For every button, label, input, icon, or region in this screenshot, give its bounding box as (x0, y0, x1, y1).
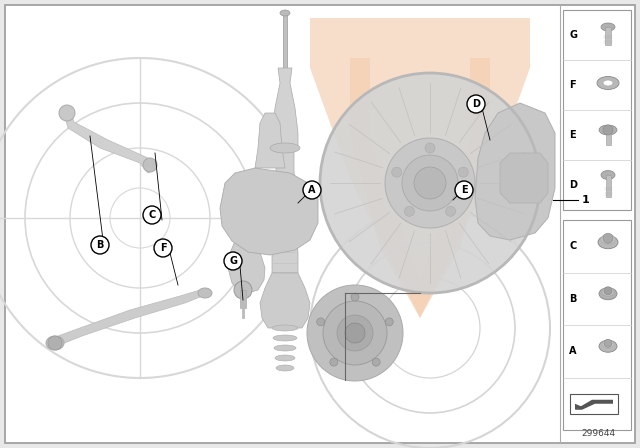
Bar (570, 394, 618, 414)
Circle shape (445, 207, 456, 216)
Bar (283, 13, 287, 68)
Polygon shape (58, 290, 205, 344)
Text: B: B (96, 240, 104, 250)
Polygon shape (500, 153, 548, 203)
Ellipse shape (274, 345, 296, 351)
Circle shape (458, 167, 468, 177)
Text: E: E (461, 185, 467, 195)
Polygon shape (272, 68, 298, 148)
Polygon shape (255, 113, 285, 168)
Polygon shape (220, 168, 318, 255)
Circle shape (404, 207, 415, 216)
Ellipse shape (599, 340, 617, 352)
Circle shape (402, 155, 458, 211)
Circle shape (320, 73, 540, 293)
Circle shape (224, 252, 242, 270)
Text: D: D (569, 180, 577, 190)
FancyBboxPatch shape (5, 5, 635, 443)
Circle shape (59, 105, 75, 121)
Text: E: E (569, 130, 575, 140)
Polygon shape (475, 103, 555, 240)
Circle shape (143, 206, 161, 224)
Circle shape (372, 358, 380, 366)
Circle shape (351, 293, 359, 301)
Ellipse shape (273, 335, 297, 341)
Polygon shape (65, 110, 154, 173)
Ellipse shape (602, 340, 614, 348)
Ellipse shape (280, 10, 290, 16)
Polygon shape (260, 273, 310, 328)
Ellipse shape (198, 288, 212, 298)
Ellipse shape (599, 288, 617, 300)
Circle shape (604, 287, 612, 295)
Circle shape (392, 167, 402, 177)
Circle shape (385, 318, 393, 326)
Text: G: G (229, 256, 237, 266)
Circle shape (323, 301, 387, 365)
Ellipse shape (270, 143, 300, 153)
Circle shape (414, 167, 446, 199)
Bar (563, 220, 631, 430)
Bar (605, 27, 611, 45)
Circle shape (234, 281, 252, 299)
Ellipse shape (603, 80, 613, 86)
Bar (563, 10, 631, 210)
Circle shape (337, 315, 373, 351)
Circle shape (603, 233, 613, 243)
Polygon shape (310, 18, 530, 318)
Polygon shape (350, 58, 490, 318)
Ellipse shape (272, 325, 298, 331)
Ellipse shape (275, 355, 295, 361)
Circle shape (345, 323, 365, 343)
Text: B: B (569, 294, 577, 304)
Bar (240, 290, 246, 308)
Text: F: F (160, 243, 166, 253)
Circle shape (303, 181, 321, 199)
Text: A: A (308, 185, 316, 195)
Text: 1: 1 (582, 195, 589, 205)
Ellipse shape (46, 336, 64, 350)
Ellipse shape (598, 236, 618, 249)
Polygon shape (575, 400, 613, 410)
Circle shape (455, 181, 473, 199)
Polygon shape (228, 241, 265, 293)
Polygon shape (575, 404, 582, 410)
Circle shape (603, 125, 613, 135)
Ellipse shape (597, 77, 619, 90)
Circle shape (143, 158, 157, 172)
Circle shape (425, 143, 435, 153)
Bar (605, 130, 611, 145)
Circle shape (48, 336, 62, 350)
Text: C: C (148, 210, 156, 220)
Ellipse shape (601, 171, 615, 180)
Ellipse shape (601, 234, 615, 244)
Circle shape (467, 95, 485, 113)
Text: A: A (569, 346, 577, 356)
Circle shape (604, 339, 612, 347)
Text: D: D (472, 99, 480, 109)
Polygon shape (272, 148, 298, 273)
Bar (605, 175, 611, 197)
Circle shape (385, 138, 475, 228)
Text: 299644: 299644 (581, 429, 615, 438)
Circle shape (154, 239, 172, 257)
Text: C: C (569, 241, 576, 251)
Text: G: G (569, 30, 577, 40)
Circle shape (91, 236, 109, 254)
Ellipse shape (602, 287, 614, 296)
Circle shape (317, 318, 324, 326)
Ellipse shape (276, 365, 294, 371)
Circle shape (330, 358, 338, 366)
Ellipse shape (599, 125, 617, 135)
Ellipse shape (601, 23, 615, 31)
Circle shape (307, 285, 403, 381)
Text: F: F (569, 80, 575, 90)
